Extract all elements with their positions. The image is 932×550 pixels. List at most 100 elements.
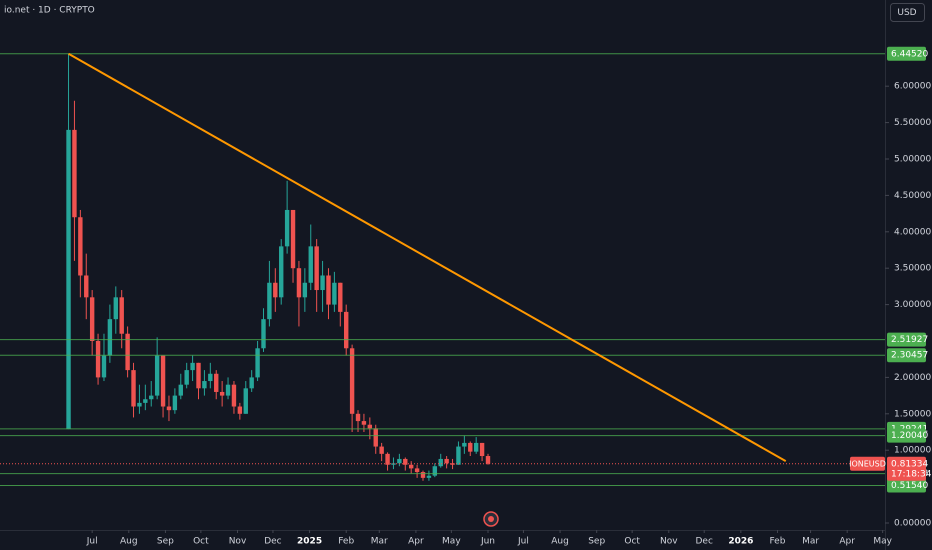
x-tick-label: Apr bbox=[408, 537, 424, 547]
candle-body bbox=[479, 442, 485, 457]
candle-body bbox=[95, 341, 101, 378]
currency[interactable]: USD bbox=[897, 8, 916, 18]
currency-box[interactable] bbox=[890, 3, 925, 22]
y-tick-label: 0.00000 bbox=[894, 519, 931, 529]
level-label: 2.30457 bbox=[891, 351, 928, 361]
candle-body bbox=[314, 246, 319, 291]
candle-body bbox=[72, 129, 77, 218]
y-tick-label: 4.00000 bbox=[894, 227, 931, 237]
level-label-box bbox=[887, 428, 926, 443]
y-tick-label: 5.00000 bbox=[894, 155, 931, 165]
candle-body bbox=[119, 297, 124, 334]
candle-body bbox=[332, 282, 337, 305]
candle-body bbox=[432, 466, 438, 476]
x-tick-label: Sep bbox=[157, 537, 174, 547]
candle-body bbox=[113, 297, 118, 320]
candle-body bbox=[338, 282, 343, 312]
candle-body bbox=[78, 217, 83, 276]
candle-body bbox=[444, 458, 449, 464]
x-tick-label: Mar bbox=[371, 537, 388, 547]
candle-body bbox=[279, 246, 284, 298]
candle-body bbox=[290, 209, 296, 269]
x-tick-label: Jul bbox=[517, 537, 529, 547]
candle-body bbox=[473, 442, 479, 452]
candle-body bbox=[320, 275, 325, 291]
candle-body bbox=[408, 464, 414, 469]
chart-title: io.net · 1D · CRYPTO bbox=[4, 6, 95, 16]
candle-body bbox=[66, 129, 71, 430]
candle-body bbox=[326, 275, 331, 305]
y-tick-label: 6.00000 bbox=[894, 82, 931, 92]
x-tick-label: Dec bbox=[696, 537, 713, 547]
candle-body bbox=[385, 453, 390, 465]
candle-body bbox=[462, 442, 467, 447]
level-label-box bbox=[887, 332, 926, 347]
candle-body bbox=[379, 446, 384, 454]
candle-body bbox=[202, 381, 207, 389]
x-tick-label: Oct bbox=[624, 537, 640, 547]
candle-body bbox=[131, 370, 136, 407]
x-tick-label: May bbox=[442, 537, 461, 547]
x-tick-label: Feb bbox=[338, 537, 354, 547]
y-tick-label: 5.50000 bbox=[894, 118, 931, 128]
candle-body bbox=[302, 282, 308, 298]
candle-body bbox=[160, 355, 166, 407]
y-tick-label: 1.50000 bbox=[894, 409, 931, 419]
candle-body bbox=[101, 355, 107, 378]
y-tick-label: 2.00000 bbox=[894, 373, 931, 383]
candle-body bbox=[243, 388, 248, 414]
event-icon-dot[interactable] bbox=[488, 516, 494, 522]
y-tick-label: 3.00000 bbox=[894, 300, 931, 310]
candle-body bbox=[84, 275, 89, 298]
last-price-box bbox=[887, 456, 926, 481]
candle-body bbox=[149, 395, 154, 400]
candle-body bbox=[143, 399, 148, 403]
x-tick-label: Oct bbox=[193, 537, 209, 547]
x-tick-label: Mar bbox=[802, 537, 819, 547]
symbol-box bbox=[850, 456, 885, 471]
candle-body bbox=[249, 377, 254, 389]
candle-body bbox=[361, 421, 367, 425]
candle-body bbox=[420, 472, 426, 478]
candle-body bbox=[107, 319, 113, 356]
candle-body bbox=[344, 311, 349, 349]
candle-body bbox=[231, 384, 237, 407]
candle-body bbox=[172, 395, 178, 411]
candle-body bbox=[225, 384, 231, 396]
x-tick-label: Jun bbox=[480, 537, 495, 547]
plot bbox=[66, 53, 491, 481]
candle-body bbox=[373, 428, 378, 447]
candle-body bbox=[296, 268, 302, 298]
candle-body bbox=[468, 442, 473, 452]
candle-body bbox=[208, 373, 213, 382]
candle-body bbox=[137, 402, 142, 407]
y-tick-label: 4.50000 bbox=[894, 191, 931, 201]
candle-body bbox=[196, 362, 201, 389]
candle-body bbox=[255, 348, 260, 378]
candle-body bbox=[414, 468, 420, 473]
x-tick-label: Nov bbox=[229, 537, 247, 547]
level-label: 6.44520 bbox=[891, 49, 928, 59]
candle-body bbox=[355, 413, 361, 422]
candle-body bbox=[438, 458, 443, 467]
x-tick-label: Aug bbox=[120, 537, 138, 547]
y-tick-label: 1.00000 bbox=[894, 446, 931, 456]
x-tick-label: May bbox=[873, 537, 892, 547]
x-tick-label: Nov bbox=[660, 537, 678, 547]
candle-body bbox=[308, 246, 313, 283]
candle-body bbox=[219, 391, 225, 396]
candle-body bbox=[214, 373, 219, 392]
x-tick-label: 2026 bbox=[728, 537, 753, 547]
level-label-box bbox=[887, 46, 926, 61]
candle-body bbox=[456, 446, 461, 465]
x-tick-label: Apr bbox=[839, 537, 855, 547]
candle-body bbox=[237, 406, 243, 414]
x-tick-label: 2025 bbox=[297, 537, 322, 547]
candle-body bbox=[190, 362, 195, 371]
candle-body bbox=[485, 456, 491, 464]
level-label: 0.51540 bbox=[891, 481, 928, 491]
candle-body bbox=[89, 297, 95, 341]
symbol-label: IONEUSD bbox=[849, 459, 886, 468]
candle-body bbox=[154, 355, 160, 396]
